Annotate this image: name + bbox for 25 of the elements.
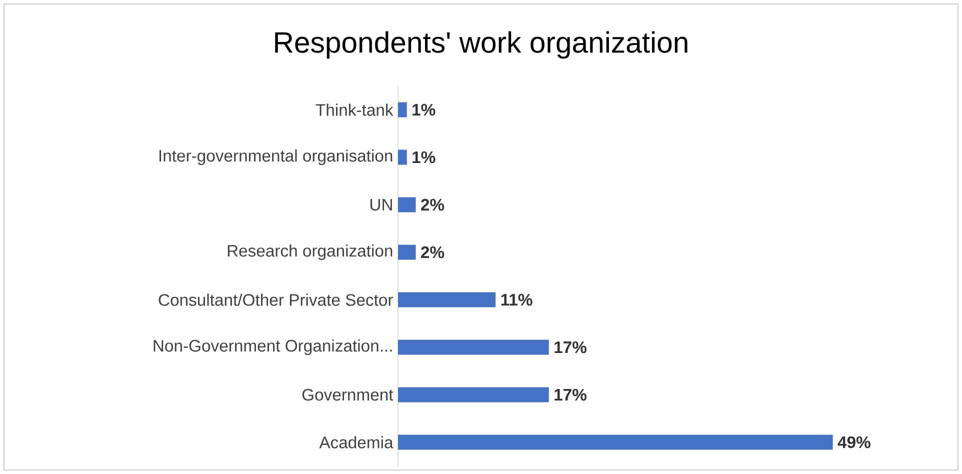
bar — [398, 340, 549, 355]
data-label: 17% — [554, 341, 586, 354]
y-tick-label: Inter-governmental organisation — [160, 149, 392, 166]
data-label: 2% — [421, 246, 444, 258]
bar — [398, 150, 407, 165]
chart-title: Respondents' work organization — [275, 31, 688, 59]
y-tick-label: Think-tank — [316, 104, 394, 116]
bar — [398, 387, 549, 402]
bar — [398, 244, 416, 260]
data-label: 17% — [554, 388, 586, 401]
y-tick-label: Non-Government Organization... — [154, 339, 392, 356]
data-label: 49% — [838, 436, 870, 448]
y-tick-label: Academia — [319, 436, 394, 448]
bar — [398, 197, 416, 212]
data-label: 2% — [421, 198, 444, 211]
bar — [398, 434, 833, 450]
data-label: 1% — [412, 151, 436, 164]
bar — [398, 102, 407, 118]
data-label: 11% — [501, 294, 532, 306]
y-tick-label: Consultant/Other Private Sector — [158, 294, 393, 306]
y-tick-label: Government — [302, 388, 394, 401]
bar — [398, 292, 496, 308]
data-label: 1% — [412, 104, 436, 116]
y-tick-label: UN — [370, 198, 392, 211]
y-tick-label: Research organization — [228, 244, 392, 260]
